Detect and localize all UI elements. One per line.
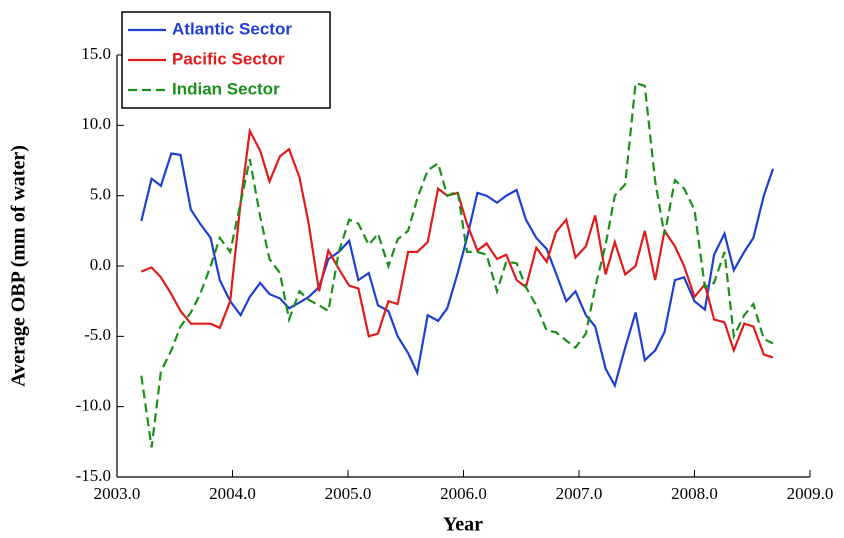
y-tick-label: 15.0 <box>81 44 111 63</box>
x-tick-label: 2006.0 <box>440 484 487 503</box>
legend-label: Pacific Sector <box>172 49 285 68</box>
y-axis-label: Average OBP (mm of water) <box>8 145 30 387</box>
legend-label: Atlantic Sector <box>172 19 292 38</box>
x-tick-label: 2009.0 <box>787 484 834 503</box>
y-tick-label: -10.0 <box>76 396 111 415</box>
x-tick-label: 2005.0 <box>325 484 372 503</box>
y-tick-label: -15.0 <box>76 466 111 485</box>
y-tick-label: 5.0 <box>90 185 111 204</box>
y-tick-label: 0.0 <box>90 255 111 274</box>
series-line <box>140 127 774 359</box>
y-tick-label: 10.0 <box>81 114 111 133</box>
legend-label: Indian Sector <box>172 79 280 98</box>
x-axis-label: Year <box>443 514 483 536</box>
series-line <box>140 81 774 448</box>
x-tick-label: 2004.0 <box>209 484 256 503</box>
x-tick-label: 2007.0 <box>556 484 603 503</box>
y-tick-label: -5.0 <box>84 325 111 344</box>
x-tick-label: 2003.0 <box>94 484 141 503</box>
series-line <box>140 152 775 389</box>
x-tick-label: 2008.0 <box>671 484 718 503</box>
